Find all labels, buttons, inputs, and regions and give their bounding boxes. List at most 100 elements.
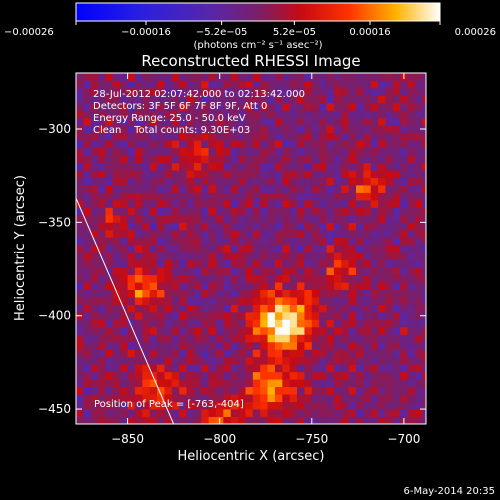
heatmap-cell	[179, 341, 187, 350]
heatmap-cell	[260, 102, 268, 111]
heatmap-cell	[193, 364, 202, 373]
heatmap-cell	[142, 199, 151, 208]
heatmap-cell	[274, 364, 283, 373]
heatmap-cell	[112, 274, 121, 283]
heatmap-cell	[179, 155, 187, 164]
heatmap-cell	[348, 229, 357, 238]
heatmap-cell	[230, 326, 239, 335]
heatmap-cell	[274, 259, 283, 268]
heatmap-cell	[378, 304, 386, 313]
heatmap-cell	[407, 244, 416, 253]
heatmap-cell	[245, 356, 254, 365]
heatmap-cell	[142, 409, 151, 417]
heatmap-cell	[363, 319, 372, 328]
heatmap-cell	[267, 394, 276, 402]
heatmap-cell	[422, 110, 426, 119]
heatmap-cell	[348, 192, 357, 201]
heatmap-cell	[378, 386, 386, 395]
heatmap-cell	[333, 155, 342, 164]
heatmap-cell	[90, 222, 99, 231]
heatmap-cell	[186, 87, 195, 96]
peak-position-label: Position of Peak = [-763,-404]	[94, 399, 244, 410]
heatmap-cell	[230, 401, 239, 410]
heatmap-cell	[304, 185, 313, 193]
heatmap-cell	[98, 326, 106, 335]
heatmap-cell	[238, 311, 246, 320]
heatmap-cell	[112, 349, 121, 358]
heatmap-cell	[105, 364, 114, 373]
heatmap-cell	[127, 244, 136, 253]
heatmap-cell	[120, 341, 128, 350]
heatmap-cell	[90, 185, 99, 193]
heatmap-cell	[333, 386, 342, 395]
heatmap-cell	[414, 356, 423, 365]
heatmap-cell	[363, 170, 372, 178]
heatmap-cell	[282, 394, 291, 402]
heatmap-cell	[363, 177, 372, 186]
heatmap-cell	[112, 95, 121, 104]
heatmap-cell	[98, 185, 106, 193]
heatmap-cell	[348, 73, 357, 81]
heatmap-cell	[319, 379, 327, 388]
heatmap-cell	[127, 95, 136, 104]
heatmap-cell	[252, 304, 261, 313]
heatmap-cell	[98, 222, 106, 231]
heatmap-cell	[297, 349, 305, 358]
heatmap-cell	[164, 304, 173, 313]
heatmap-cell	[230, 267, 239, 276]
heatmap-cell	[157, 199, 165, 208]
heatmap-cell	[179, 409, 187, 417]
heatmap-cell	[297, 117, 305, 126]
heatmap-cell	[414, 282, 423, 290]
heatmap-cell	[304, 274, 313, 283]
heatmap-cell	[378, 334, 386, 343]
heatmap-cell	[385, 394, 394, 402]
heatmap-cell	[164, 155, 173, 164]
heatmap-cell	[252, 162, 261, 171]
axis-ticks: −850 −800 −750 −700−300−350−400−450	[38, 73, 426, 446]
heatmap-cell	[319, 110, 327, 119]
heatmap-cell	[83, 155, 92, 164]
heatmap-cell	[142, 259, 151, 268]
heatmap-cell	[414, 364, 423, 373]
heatmap-cell	[348, 117, 357, 126]
heatmap-cell	[186, 379, 195, 388]
heatmap-cell	[179, 229, 187, 238]
heatmap-cell	[134, 132, 143, 141]
heatmap-cell	[319, 304, 327, 313]
heatmap-cell	[112, 401, 121, 410]
heatmap-cell	[311, 155, 320, 164]
heatmap-cell	[98, 177, 106, 186]
heatmap-cell	[289, 334, 298, 343]
heatmap-cell	[260, 140, 268, 149]
heatmap-cell	[201, 267, 210, 276]
heatmap-cell	[157, 185, 165, 193]
heatmap-cell	[83, 192, 92, 201]
heatmap-cell	[304, 155, 313, 164]
heatmap-cell	[193, 73, 202, 81]
heatmap-cell	[179, 222, 187, 231]
heatmap-cell	[245, 304, 254, 313]
heatmap-cell	[252, 140, 261, 149]
heatmap-cell	[112, 334, 121, 343]
heatmap-cell	[400, 222, 408, 231]
heatmap-cell	[83, 237, 92, 246]
heatmap-cell	[164, 311, 173, 320]
heatmap-cell	[201, 125, 210, 134]
heatmap-cell	[282, 252, 291, 261]
heatmap-cell	[348, 87, 357, 96]
heatmap-cell	[127, 177, 136, 186]
heatmap-cell	[260, 177, 268, 186]
heatmap-cell	[193, 244, 202, 253]
heatmap-cell	[171, 125, 180, 134]
heatmap-cell	[333, 274, 342, 283]
heatmap-cell	[282, 409, 291, 417]
heatmap-cell	[230, 80, 239, 89]
heatmap-cell	[370, 289, 379, 298]
heatmap-cell	[98, 297, 106, 305]
heatmap-cell	[304, 289, 313, 298]
heatmap-cell	[333, 110, 342, 119]
heatmap-cell	[356, 371, 364, 380]
heatmap-cell	[407, 326, 416, 335]
heatmap-cell	[83, 289, 92, 298]
